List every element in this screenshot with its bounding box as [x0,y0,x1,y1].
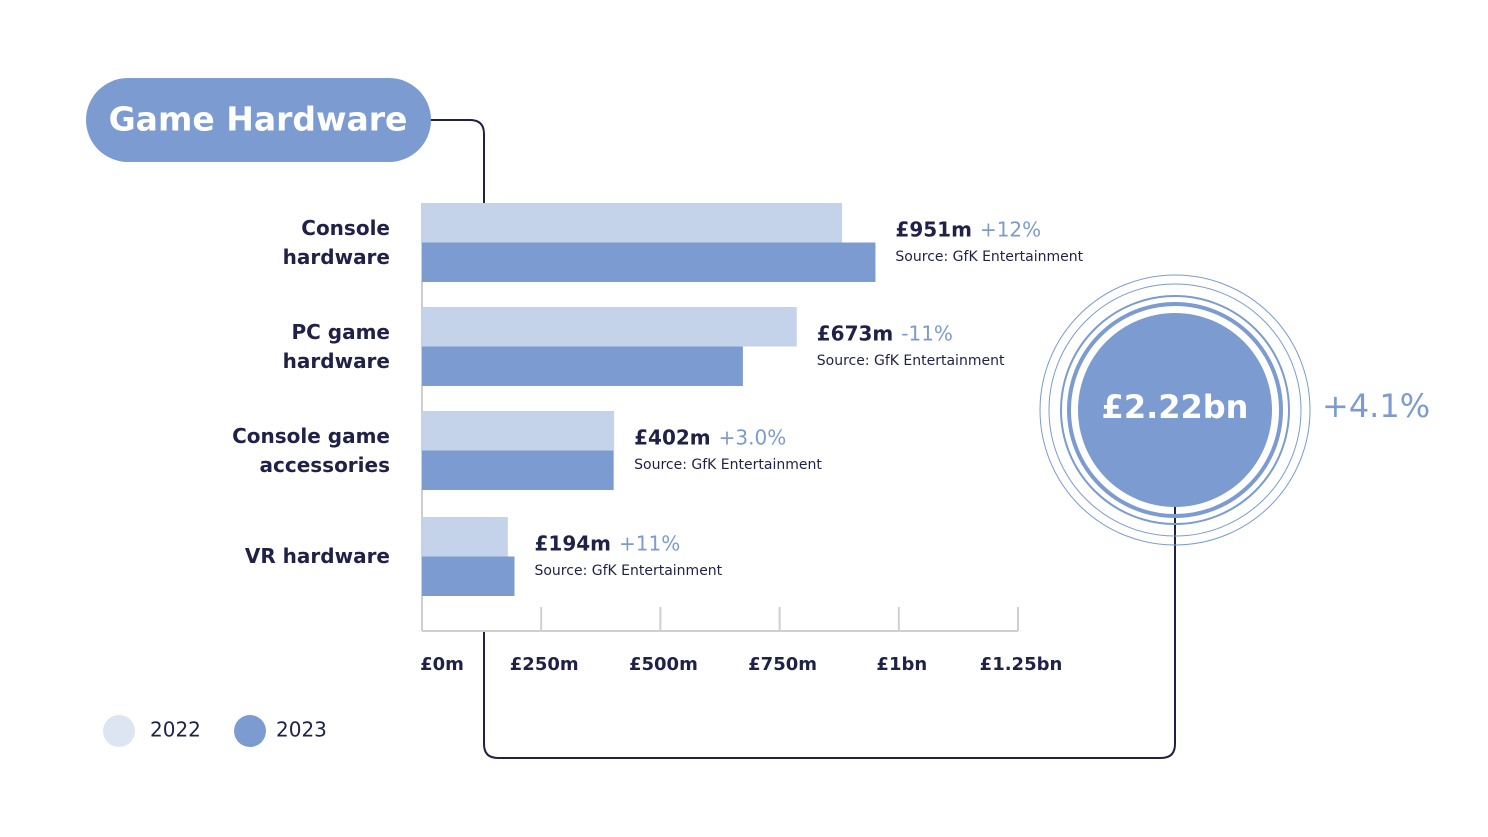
bar [422,346,743,386]
value-label: £673m [817,322,894,346]
source-label: Source: GfK Entertainment [895,249,1083,265]
value-label: £402m [634,426,711,450]
x-tick-label: £1bn [876,654,927,675]
total-label: £2.22bn [1102,388,1249,426]
bar [422,242,876,282]
connector [430,119,485,203]
x-tick-label: £500m [629,654,698,675]
change-label: +11% [619,532,680,556]
value-label: £194m [534,532,611,556]
category-label: VR hardware [244,544,390,568]
source-label: Source: GfK Entertainment [634,457,822,473]
ring [1067,302,1283,518]
chart-title: Game Hardware [109,100,408,139]
category-label: PC game hardware [282,319,390,373]
x-tick-label: £250m [510,654,579,675]
x-tick-label: £0m [420,654,464,675]
value-label: £951m [895,218,972,242]
ring [1060,295,1290,525]
bar [422,517,508,557]
bar [422,203,843,243]
title-pill [86,78,431,162]
x-tick-label: £750m [748,654,817,675]
ring [1039,274,1311,546]
source-label: Source: GfK Entertainment [534,563,722,579]
bar [422,411,615,451]
bar [422,450,614,490]
change-label: +3.0% [719,426,787,450]
legend-swatch [234,715,266,747]
source-label: Source: GfK Entertainment [817,353,1005,369]
total-rings [1039,274,1311,546]
legend-swatch [103,715,135,747]
bar [422,556,515,596]
legend-label: 2023 [276,718,327,742]
change-label: -11% [901,322,953,346]
total-change: +4.1% [1322,387,1430,425]
change-label: +12% [980,218,1041,242]
connector [483,505,1176,759]
ring [1048,283,1302,537]
legend-label: 2022 [150,718,201,742]
category-label: Console game accessories [232,423,390,477]
x-tick-label: £1.25bn [980,654,1063,675]
total-circle [1078,313,1272,507]
category-label: Console hardware [282,215,390,269]
bar [422,307,797,347]
